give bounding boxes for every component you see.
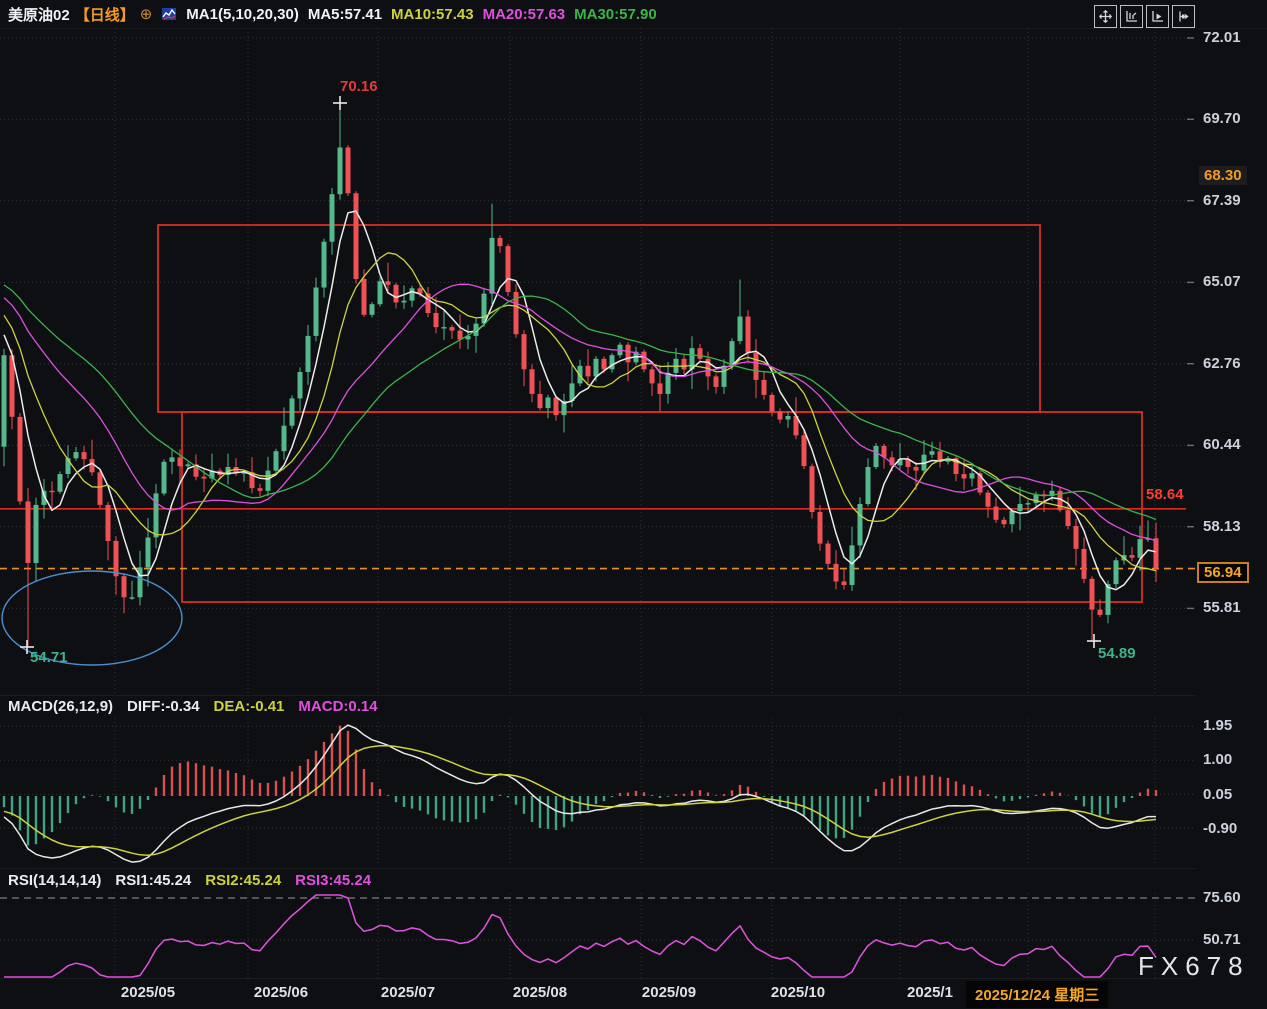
macd-tick: 1.00 <box>1203 751 1233 768</box>
rsi-params[interactable]: RSI(14,14,14) <box>8 872 102 889</box>
ma-settings-label[interactable]: MA1(5,10,20,30) <box>186 5 299 23</box>
macd-tick: 1.95 <box>1203 717 1233 734</box>
panel-separator <box>0 695 1196 696</box>
period-selector[interactable]: 【日线】 <box>74 6 135 24</box>
swing-high-label: 70.16 <box>340 78 378 95</box>
price-tick: 55.81 <box>1203 599 1241 616</box>
pre-close-price-marker: 68.30 <box>1199 166 1247 185</box>
swing-low-right-label: 54.89 <box>1098 645 1136 662</box>
price-tick: 62.76 <box>1203 355 1241 372</box>
x-axis-label: 2025/07 <box>380 984 436 1001</box>
rsi-header: RSI(14,14,14) RSI1:45.24 RSI2:45.24 RSI3… <box>8 872 371 889</box>
x-axis-label: 2025/06 <box>253 984 309 1001</box>
chart-header: 美原油02 【日线】 ⊕ MA1(5,10,20,30) MA5:57.41 M… <box>0 0 1267 29</box>
rsi1-value: RSI1:45.24 <box>115 872 192 889</box>
price-tick: 58.13 <box>1203 518 1241 535</box>
x-axis-label: 2025/1 <box>907 984 953 1001</box>
symbol-name: 美原油02 <box>8 6 70 24</box>
crosshair-pan-icon[interactable] <box>1094 5 1117 28</box>
rsi3-value: RSI3:45.24 <box>295 872 372 889</box>
price-tick: 65.07 <box>1203 273 1241 290</box>
ma20-value: MA20:57.63 <box>482 5 566 23</box>
x-axis-label: 2025/09 <box>641 984 697 1001</box>
last-price-marker: 56.94 <box>1197 562 1249 583</box>
rsi-chart-canvas[interactable] <box>0 893 1196 979</box>
rsi-tick: 75.60 <box>1203 889 1241 906</box>
macd-params[interactable]: MACD(26,12,9) <box>8 698 114 715</box>
resistance-level-label: 58.64 <box>1146 486 1184 503</box>
current-date-marker: 2025/12/24 星期三 <box>966 981 1109 1008</box>
rsi2-value: RSI2:45.24 <box>205 872 282 889</box>
macd-dea-value: DEA:-0.41 <box>213 698 285 715</box>
x-axis-label: 2025/08 <box>512 984 568 1001</box>
ma10-value: MA10:57.43 <box>391 5 474 23</box>
macd-chart-canvas[interactable] <box>0 718 1196 866</box>
rsi-tick: 50.71 <box>1203 931 1241 948</box>
x-axis-label: 2025/05 <box>120 984 176 1001</box>
add-indicator-icon[interactable]: ⊕ <box>139 6 153 23</box>
panel-separator <box>0 868 1196 869</box>
price-tick: 72.01 <box>1203 29 1241 46</box>
ma30-value: MA30:57.90 <box>574 5 657 23</box>
main-chart-canvas[interactable] <box>0 28 1196 696</box>
price-tick: 60.44 <box>1203 436 1241 453</box>
macd-tick: -0.90 <box>1203 820 1238 837</box>
kline-settings-icon[interactable] <box>161 6 177 22</box>
swing-low-left-label: 54.71 <box>30 649 68 666</box>
chart-toolbar <box>1094 5 1195 28</box>
panel-separator <box>0 978 1196 979</box>
playback-icon[interactable] <box>1146 5 1169 28</box>
x-axis-label: 2025/10 <box>770 984 826 1001</box>
macd-tick: 0.05 <box>1203 786 1233 803</box>
chart-range-left-icon[interactable] <box>1120 5 1143 28</box>
macd-diff-value: DIFF:-0.34 <box>127 698 200 715</box>
price-tick: 67.39 <box>1203 192 1241 209</box>
macd-value: MACD:0.14 <box>298 698 378 715</box>
macd-header: MACD(26,12,9) DIFF:-0.34 DEA:-0.41 MACD:… <box>8 698 378 715</box>
price-tick: 69.70 <box>1203 110 1241 127</box>
jump-to-latest-icon[interactable] <box>1172 5 1195 28</box>
watermark: FX678 <box>1138 951 1250 981</box>
ma5-value: MA5:57.41 <box>307 5 383 23</box>
